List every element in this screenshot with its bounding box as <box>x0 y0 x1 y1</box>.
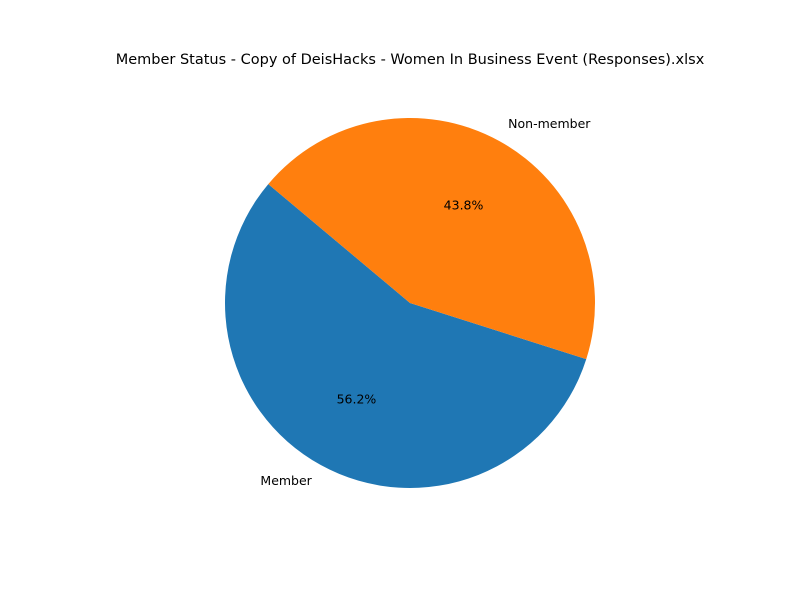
pie-labels: Member 56.2% Non-member 43.8% <box>260 116 591 488</box>
slice-percent-non-member: 43.8% <box>444 197 484 212</box>
slice-label-member: Member <box>260 473 312 488</box>
pie-slice-member <box>225 184 587 488</box>
chart-title: Member Status - Copy of DeisHacks - Wome… <box>116 52 705 68</box>
pie-slices <box>225 117 596 488</box>
slice-label-non-member: Non-member <box>508 116 591 131</box>
pie-slice-non-member <box>268 117 596 360</box>
slice-percent-member: 56.2% <box>337 392 377 407</box>
